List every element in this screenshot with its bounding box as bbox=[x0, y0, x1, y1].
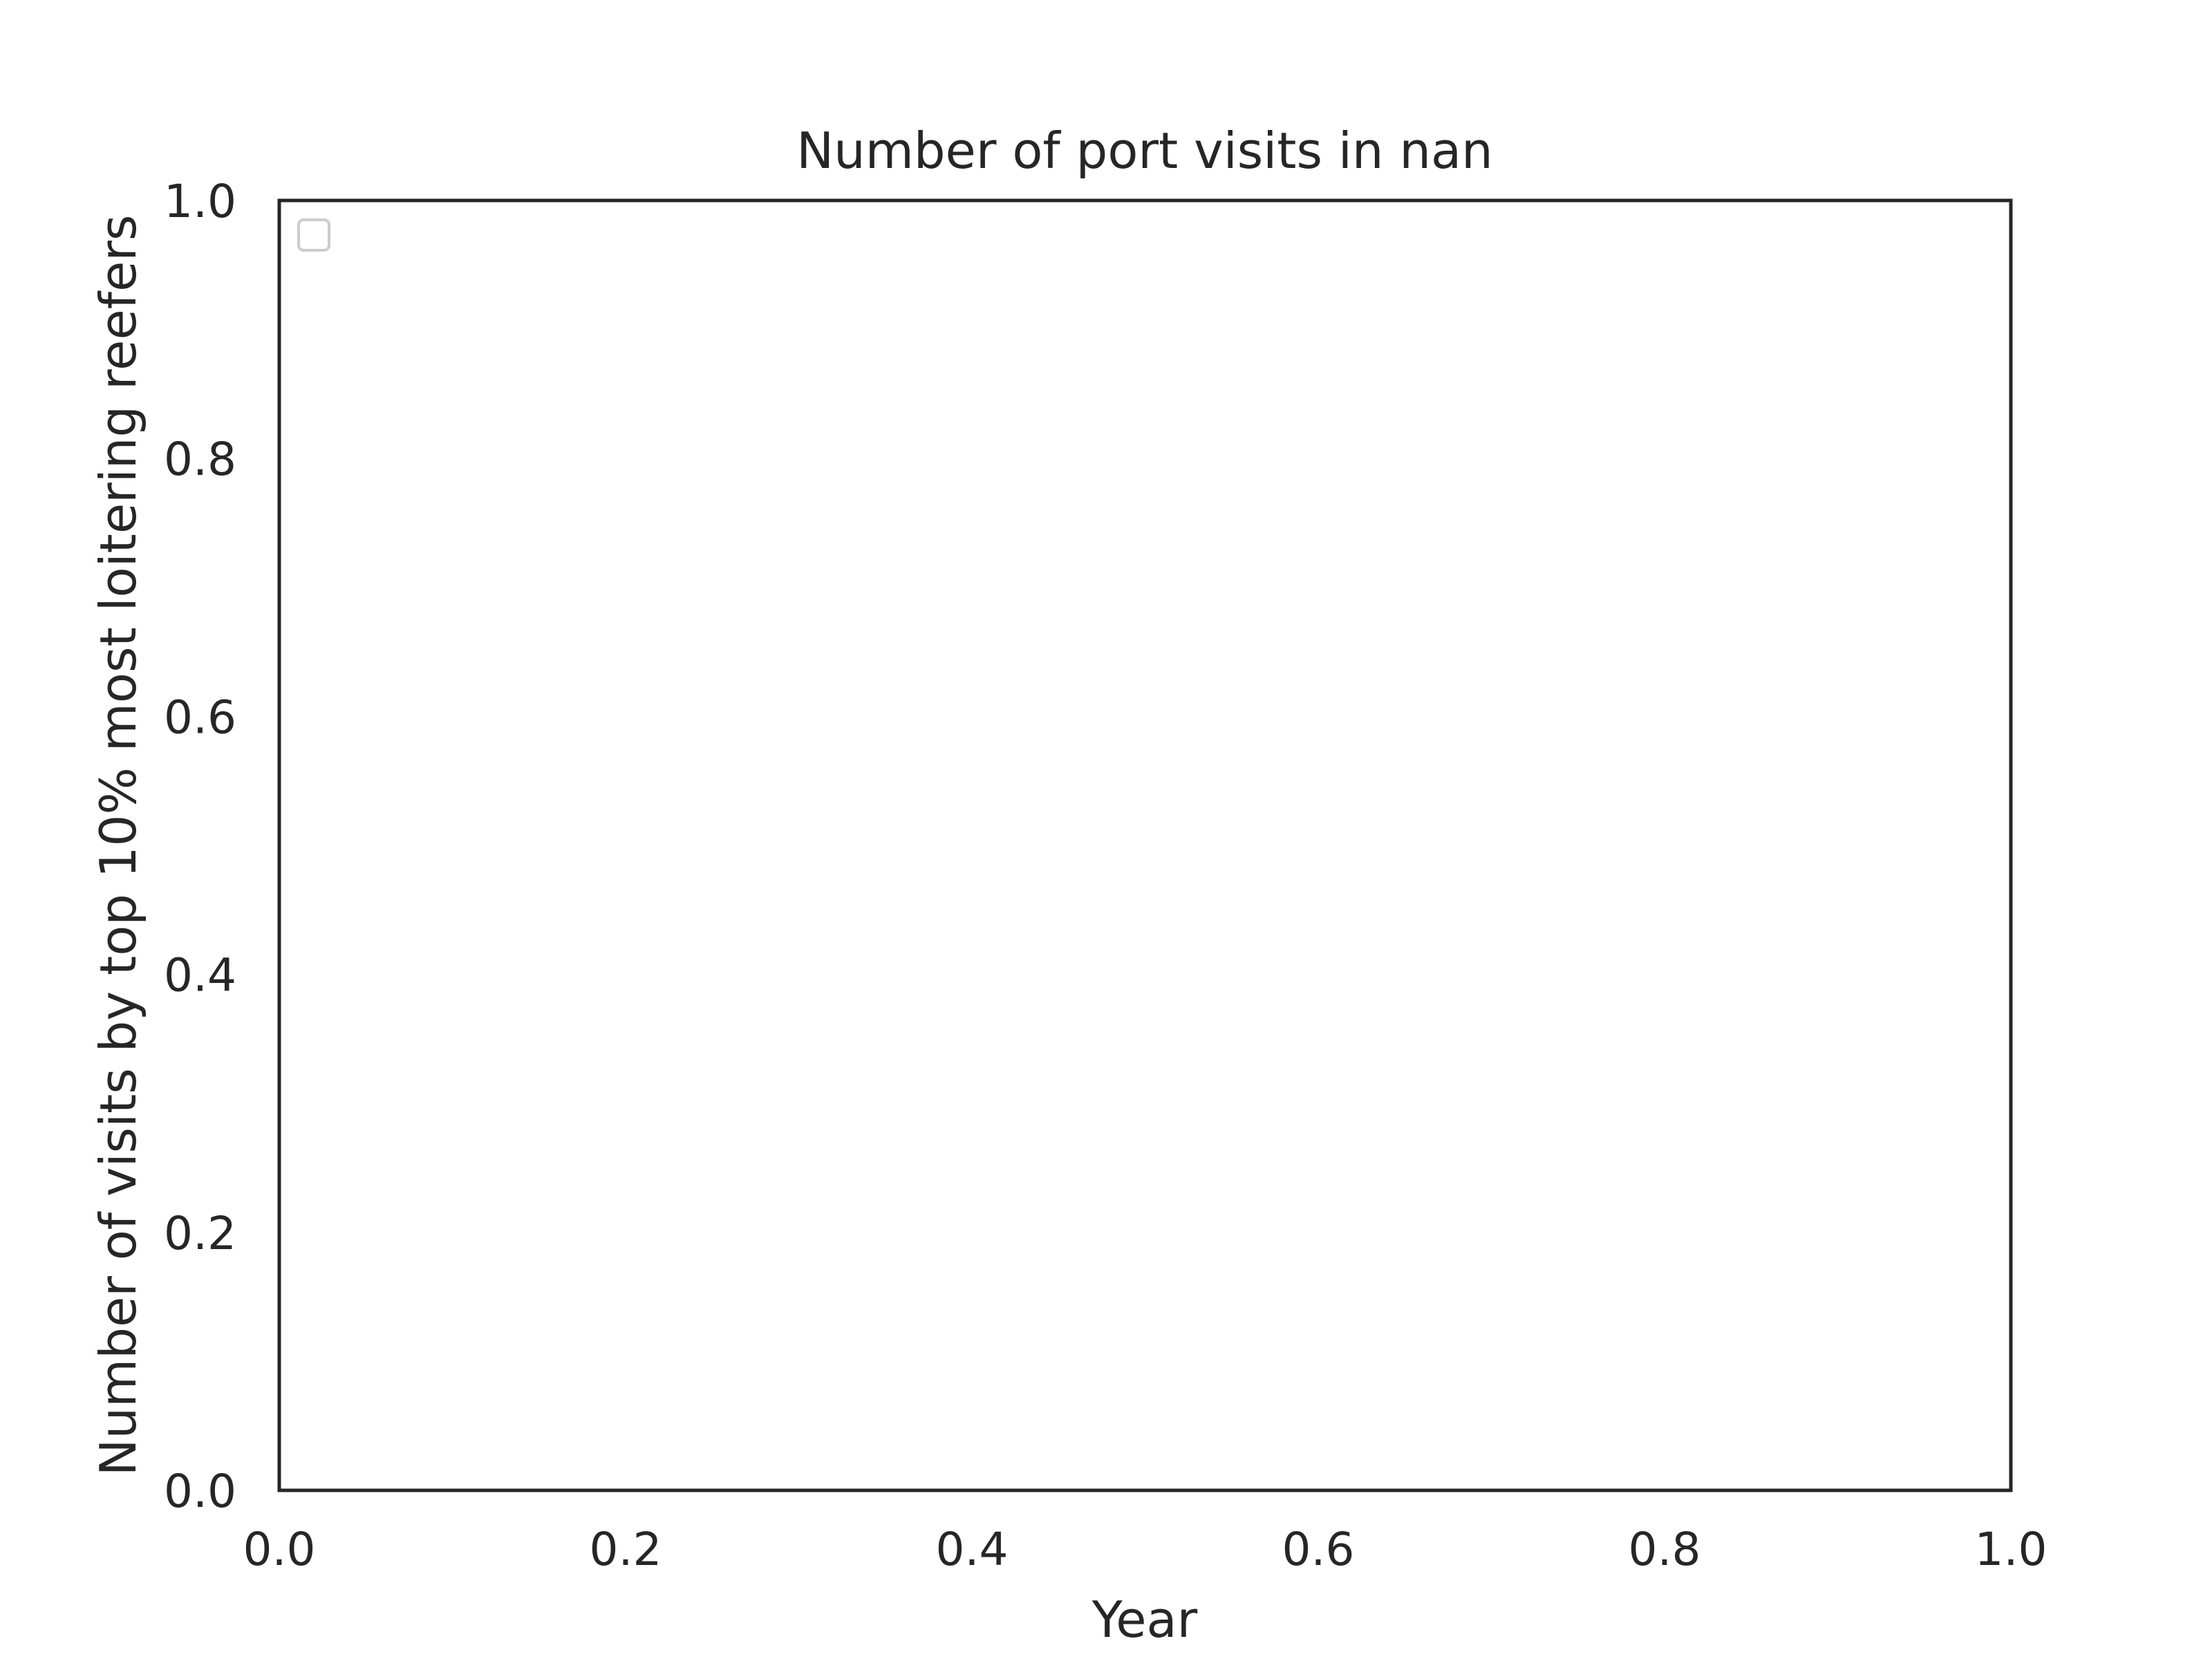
chart-title: Number of port visits in nan bbox=[796, 122, 1493, 180]
legend-box bbox=[297, 218, 330, 252]
y-tick-label: 0.0 bbox=[164, 1465, 236, 1518]
x-tick-label: 0.6 bbox=[1282, 1523, 1355, 1576]
y-tick-label: 1.0 bbox=[164, 175, 236, 228]
y-axis-label: Number of visits by top 10% most loiteri… bbox=[89, 215, 147, 1477]
x-tick-labels: 0.0 0.2 0.4 0.6 0.8 1.0 bbox=[243, 1523, 2047, 1576]
y-tick-label: 0.2 bbox=[164, 1207, 236, 1260]
y-tick-label: 0.4 bbox=[164, 949, 236, 1002]
y-tick-label: 0.6 bbox=[164, 691, 236, 744]
plot-area bbox=[277, 198, 2013, 1492]
x-tick-label: 0.8 bbox=[1629, 1523, 1701, 1576]
x-tick-label: 1.0 bbox=[1975, 1523, 2047, 1576]
x-axis-label: Year bbox=[1091, 1591, 1198, 1649]
y-tick-label: 0.8 bbox=[164, 433, 236, 486]
x-tick-label: 0.2 bbox=[590, 1523, 662, 1576]
x-tick-label: 0.0 bbox=[243, 1523, 316, 1576]
x-tick-label: 0.4 bbox=[936, 1523, 1009, 1576]
y-tick-labels: 0.0 0.2 0.4 0.6 0.8 1.0 bbox=[164, 175, 236, 1518]
